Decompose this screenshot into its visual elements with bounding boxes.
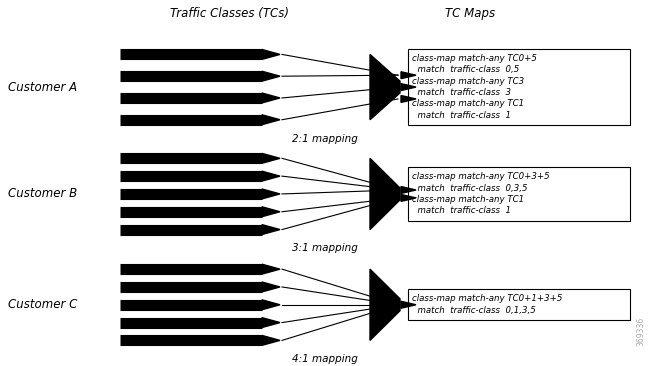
Polygon shape <box>262 171 280 181</box>
FancyBboxPatch shape <box>408 49 630 125</box>
Polygon shape <box>401 187 416 194</box>
Polygon shape <box>370 55 400 120</box>
Polygon shape <box>262 49 280 59</box>
Text: class-map match-any TC0+3+5: class-map match-any TC0+3+5 <box>412 172 550 181</box>
Text: 2:1 mapping: 2:1 mapping <box>292 134 358 143</box>
Polygon shape <box>401 72 416 79</box>
Polygon shape <box>262 93 280 103</box>
Text: match  traffic-class  1: match traffic-class 1 <box>412 206 511 215</box>
FancyBboxPatch shape <box>408 167 630 221</box>
Polygon shape <box>370 158 400 229</box>
Text: 369336: 369336 <box>636 317 645 346</box>
Text: match  traffic-class  3: match traffic-class 3 <box>412 88 511 97</box>
Text: 3:1 mapping: 3:1 mapping <box>292 243 358 253</box>
Text: match  traffic-class  1: match traffic-class 1 <box>412 111 511 120</box>
Polygon shape <box>370 269 400 340</box>
Text: class-map match-any TC1: class-map match-any TC1 <box>412 100 524 108</box>
Polygon shape <box>401 301 416 308</box>
Polygon shape <box>262 282 280 292</box>
Polygon shape <box>262 300 280 310</box>
Text: TC Maps: TC Maps <box>445 7 495 20</box>
Polygon shape <box>262 318 280 328</box>
Text: match  traffic-class  0,5: match traffic-class 0,5 <box>412 65 519 74</box>
Text: class-map match-any TC0+1+3+5: class-map match-any TC0+1+3+5 <box>412 294 562 303</box>
FancyBboxPatch shape <box>408 290 630 320</box>
Polygon shape <box>262 225 280 235</box>
Text: class-map match-any TC1: class-map match-any TC1 <box>412 195 524 204</box>
Polygon shape <box>262 264 280 274</box>
Text: class-map match-any TC3: class-map match-any TC3 <box>412 77 524 86</box>
Text: 4:1 mapping: 4:1 mapping <box>292 354 358 364</box>
Polygon shape <box>262 189 280 199</box>
Text: Customer C: Customer C <box>8 298 77 311</box>
Polygon shape <box>401 96 416 102</box>
Text: class-map match-any TC0+5: class-map match-any TC0+5 <box>412 54 537 63</box>
Polygon shape <box>262 153 280 163</box>
Text: Traffic Classes (TCs): Traffic Classes (TCs) <box>170 7 289 20</box>
Polygon shape <box>401 83 416 90</box>
Polygon shape <box>262 115 280 125</box>
Text: Customer A: Customer A <box>8 81 77 94</box>
Text: match  traffic-class  0,1,3,5: match traffic-class 0,1,3,5 <box>412 306 536 315</box>
Polygon shape <box>262 336 280 346</box>
Text: match  traffic-class  0,3,5: match traffic-class 0,3,5 <box>412 184 528 193</box>
Polygon shape <box>401 194 416 201</box>
Polygon shape <box>262 71 280 81</box>
Text: Customer B: Customer B <box>8 187 77 201</box>
Polygon shape <box>262 207 280 217</box>
